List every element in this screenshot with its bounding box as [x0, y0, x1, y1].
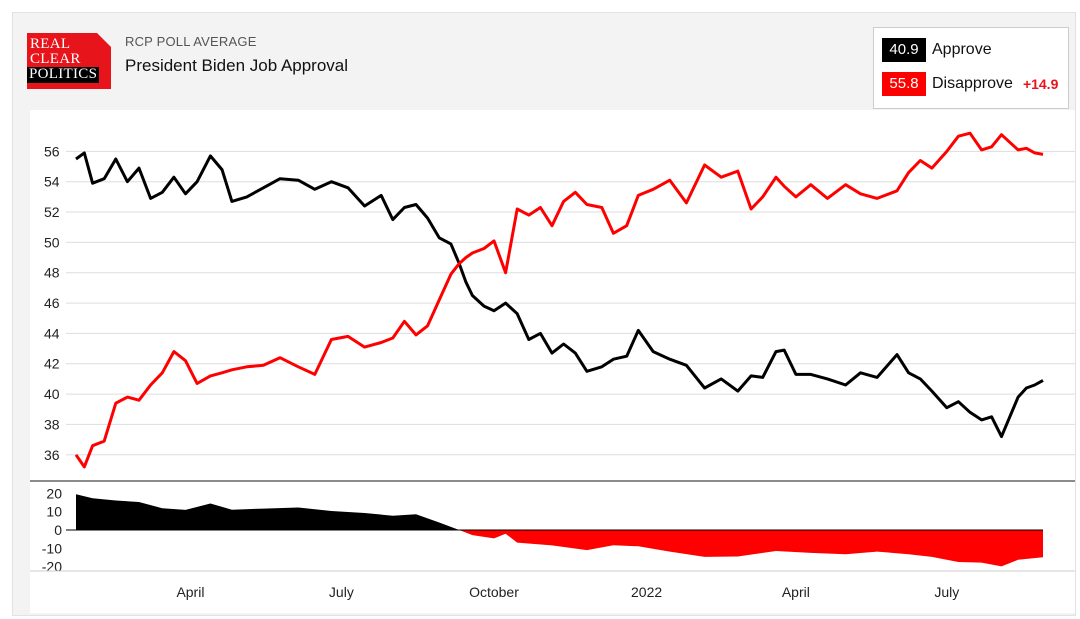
spread-area-positive [76, 494, 460, 530]
x-tick-label: July [329, 584, 354, 600]
y-tick-label: 54 [44, 174, 60, 190]
x-axis-ticks: April July October 2022 April July [176, 584, 959, 600]
y-tick-label: 48 [44, 265, 60, 281]
legend-box: 40.9 Approve 55.8 Disapprove +14.9 [873, 27, 1069, 109]
y-tick-label: 50 [44, 234, 60, 250]
y-tick-label: 36 [44, 447, 60, 463]
spread-y-tick-label: 20 [46, 485, 62, 501]
logo-line-2: CLEAR [30, 51, 81, 67]
y-tick-label: 38 [44, 416, 60, 432]
x-tick-label: April [782, 584, 810, 600]
spread-y-tick-label: -10 [42, 540, 62, 556]
spread-area-negative [459, 530, 1043, 567]
y-tick-label: 52 [44, 204, 60, 220]
y-tick-label: 46 [44, 295, 60, 311]
poll-average-label: RCP POLL AVERAGE [125, 34, 257, 49]
series-line-disapprove [74, 131, 1044, 469]
y-tick-label: 42 [44, 356, 60, 372]
top-y-ticks: 36 38 40 42 44 46 48 50 52 54 56 [44, 143, 60, 462]
realclearpolitics-logo[interactable]: REAL CLEAR POLITICS [27, 33, 111, 89]
y-tick-label: 40 [44, 386, 60, 402]
spread-y-tick-label: 0 [54, 522, 62, 538]
series-line-approve [75, 151, 1044, 439]
y-tick-label: 56 [44, 143, 60, 159]
y-tick-label: 44 [44, 325, 60, 341]
logo-line-1: REAL [30, 36, 71, 52]
x-tick-label: April [176, 584, 204, 600]
spread-y-tick-label: 10 [46, 504, 62, 520]
legend-row-approve: 40.9 Approve [882, 38, 992, 62]
spread-y-tick-label: -20 [42, 559, 62, 575]
top-grid [66, 150, 1075, 456]
logo-corner [97, 33, 111, 47]
legend-row-disapprove: 55.8 Disapprove +14.9 [882, 72, 1058, 96]
spread-value: +14.9 [1022, 76, 1059, 92]
top-series [74, 131, 1044, 469]
x-tick-label: October [469, 584, 519, 600]
spread-area [66, 494, 1043, 567]
disapprove-label: Disapprove [932, 75, 1013, 92]
x-tick-label: 2022 [631, 584, 662, 600]
disapprove-value-badge: 55.8 [882, 72, 926, 96]
approve-value-badge: 40.9 [882, 38, 926, 62]
page-title: President Biden Job Approval [125, 56, 349, 75]
logo-line-3: POLITICS [27, 66, 100, 83]
approve-label: Approve [932, 41, 992, 58]
x-tick-label: July [934, 584, 959, 600]
